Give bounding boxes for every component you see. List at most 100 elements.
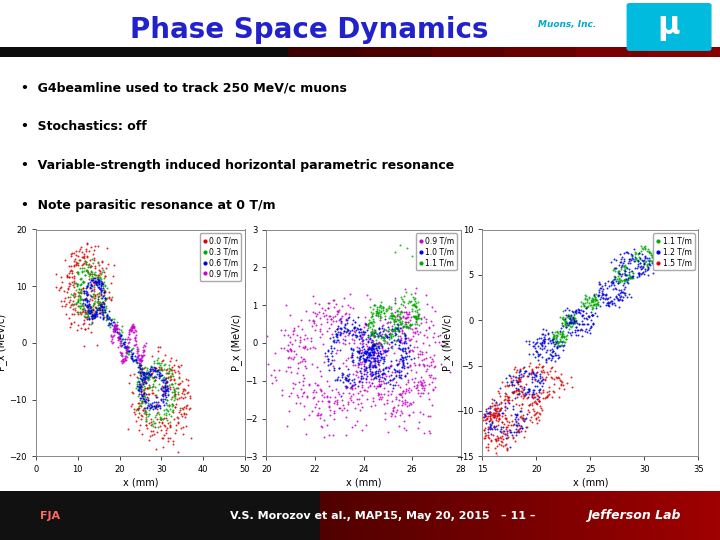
Point: [402, 244, 413, 253]
Point: [117, 321, 128, 330]
Point: [149, 364, 161, 373]
Point: [338, 370, 349, 379]
Point: [178, 429, 189, 438]
Bar: [657, 491, 658, 540]
Point: [116, 350, 127, 359]
Point: [336, 311, 348, 320]
Bar: [397, 491, 398, 540]
Point: [93, 261, 104, 269]
Bar: [374, 491, 375, 540]
Point: [123, 347, 135, 356]
Point: [569, 317, 580, 326]
Point: [109, 325, 121, 333]
Point: [89, 291, 101, 299]
Point: [91, 306, 103, 314]
Point: [102, 260, 114, 268]
Bar: [687, 491, 688, 540]
Point: [158, 414, 170, 422]
Point: [138, 368, 150, 377]
Bar: [612, 491, 613, 540]
Point: [343, 326, 354, 335]
Point: [76, 247, 88, 256]
Point: [131, 405, 143, 414]
Point: [567, 318, 578, 327]
Point: [593, 301, 604, 309]
Point: [376, 395, 387, 403]
Point: [614, 275, 626, 284]
Point: [356, 349, 367, 357]
Point: [293, 341, 305, 350]
Point: [331, 330, 343, 339]
Point: [388, 326, 400, 334]
Point: [387, 342, 398, 350]
Point: [112, 333, 124, 342]
Point: [559, 314, 571, 322]
Point: [426, 357, 437, 366]
Point: [418, 313, 430, 321]
Point: [557, 315, 569, 323]
Point: [559, 385, 570, 394]
Point: [565, 319, 577, 327]
Point: [527, 418, 539, 427]
Point: [537, 366, 549, 374]
Point: [389, 325, 400, 333]
Point: [132, 404, 143, 413]
Point: [138, 397, 150, 406]
Point: [498, 423, 509, 431]
Point: [331, 397, 343, 406]
Point: [521, 337, 532, 346]
Point: [108, 318, 120, 326]
Point: [117, 357, 129, 366]
Point: [139, 384, 150, 393]
Point: [382, 362, 394, 371]
Point: [179, 413, 191, 421]
Point: [370, 373, 382, 382]
Point: [613, 294, 624, 303]
Point: [377, 355, 389, 363]
Point: [334, 346, 346, 354]
Bar: [486, 491, 487, 540]
Point: [568, 316, 580, 325]
Point: [145, 418, 157, 427]
Point: [92, 296, 104, 305]
Point: [129, 369, 140, 378]
Point: [620, 262, 631, 271]
Point: [523, 408, 535, 416]
Point: [147, 374, 158, 382]
Bar: [347, 491, 348, 540]
Point: [603, 302, 615, 310]
Point: [123, 327, 135, 336]
Point: [564, 315, 576, 324]
Bar: [424, 491, 425, 540]
Point: [531, 335, 543, 344]
Point: [73, 292, 84, 300]
Point: [397, 353, 408, 361]
Point: [367, 347, 379, 356]
Bar: [602, 491, 603, 540]
Point: [116, 356, 127, 365]
Point: [603, 301, 614, 309]
Point: [393, 359, 405, 367]
Point: [150, 390, 162, 399]
Point: [388, 402, 400, 411]
Point: [505, 442, 516, 451]
Point: [85, 307, 96, 315]
Point: [96, 305, 107, 314]
Point: [385, 390, 397, 399]
Point: [391, 337, 402, 346]
Point: [380, 379, 392, 388]
Point: [369, 354, 380, 363]
Bar: [337, 491, 338, 540]
Point: [95, 300, 107, 308]
Point: [407, 328, 418, 336]
Point: [157, 356, 168, 364]
Point: [67, 309, 78, 318]
Point: [89, 274, 101, 282]
Point: [132, 392, 144, 401]
Point: [153, 370, 165, 379]
Point: [372, 350, 384, 359]
Point: [534, 408, 545, 417]
Point: [576, 311, 588, 320]
Point: [143, 390, 155, 399]
Point: [66, 301, 77, 309]
